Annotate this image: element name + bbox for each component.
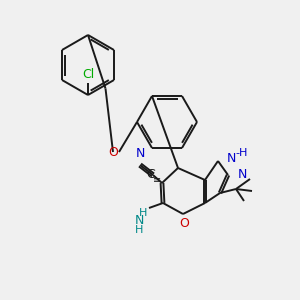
Text: O: O: [179, 217, 189, 230]
Text: C: C: [147, 167, 155, 181]
Text: O: O: [108, 146, 118, 158]
Text: N: N: [135, 147, 145, 160]
Text: N: N: [238, 169, 247, 182]
Text: H: H: [135, 225, 143, 235]
Text: Cl: Cl: [82, 68, 94, 81]
Text: N: N: [134, 214, 144, 227]
Text: H: H: [139, 208, 147, 218]
Text: ≡: ≡: [153, 175, 162, 185]
Text: -H: -H: [235, 148, 247, 158]
Text: N: N: [227, 152, 236, 164]
